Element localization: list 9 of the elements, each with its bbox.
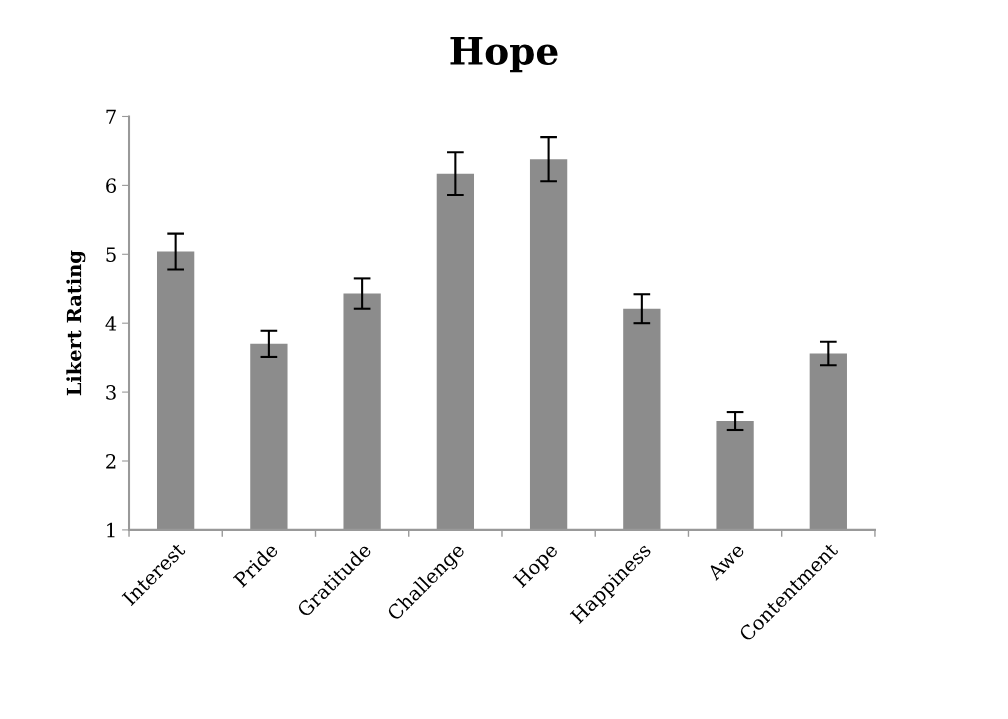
y-tick-label: 7 — [106, 109, 116, 124]
y-tick-label: 2 — [106, 453, 116, 469]
y-tick-label: 1 — [107, 522, 115, 538]
y-tick-label: 3 — [106, 385, 116, 400]
y-tick-label: 4 — [105, 316, 117, 331]
y-axis-title: Likert Rating — [66, 250, 86, 396]
y-tick-label: 6 — [106, 178, 116, 194]
y-tick-label: 5 — [106, 247, 116, 262]
chart-title: Hope — [450, 37, 558, 73]
